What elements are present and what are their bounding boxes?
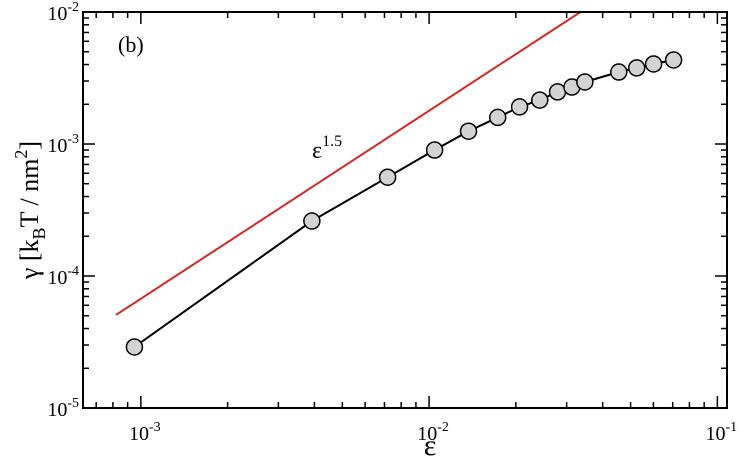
tick-label: 10-2 [47,0,79,25]
y-axis-label: γ [kBT / nm2] [11,141,49,280]
y-label-part: γ [k [15,239,44,280]
series-line [115,11,582,316]
y-label-part: T / nm [15,159,44,228]
annotation-exponent: 1.5 [322,133,342,150]
annotation: ε1.5 [312,133,342,164]
data-point [510,98,529,116]
data-point [459,122,478,140]
y-label-part: ] [15,141,44,150]
tick-exponent: -3 [67,132,79,147]
y-label-sub: B [29,227,49,239]
tick-label: 10-3 [47,132,79,157]
annotation-base: ε [312,138,322,164]
tick-base: 10 [47,399,67,421]
tick-base: 10 [706,423,726,445]
tick-exponent: -3 [149,420,161,435]
data-point [664,51,683,69]
data-point [644,55,663,73]
series-line [133,59,674,348]
tick-base: 10 [47,267,67,289]
tick-base: 10 [47,135,67,157]
tick-exponent: -4 [67,264,79,279]
data-point [378,168,397,186]
data-point [627,59,646,77]
tick-label: 10-3 [129,420,161,445]
data-point [576,73,594,91]
plot-frame [82,11,728,409]
tick-exponent: -2 [437,420,449,435]
tick-label: 10-1 [706,420,738,445]
data-point [548,83,567,101]
data-point [530,91,549,109]
tick-base: 10 [417,423,437,445]
tick-base: 10 [129,423,149,445]
tick-base: 10 [47,3,67,25]
data-point [125,338,144,356]
panel-label: (b) [118,32,144,57]
y-label-sup: 2 [11,150,31,159]
data-point [425,141,444,159]
tick-label: 10-4 [47,264,79,289]
tick-exponent: -5 [67,396,79,411]
tick-exponent: -2 [67,0,79,15]
x-axis-label: ε [424,429,437,459]
data-point [303,212,321,230]
data-point [610,63,628,81]
data-point [488,108,507,127]
tick-label: 10-5 [47,396,79,421]
tick-exponent: -1 [726,420,738,435]
tick-label: 10-2 [417,420,449,445]
